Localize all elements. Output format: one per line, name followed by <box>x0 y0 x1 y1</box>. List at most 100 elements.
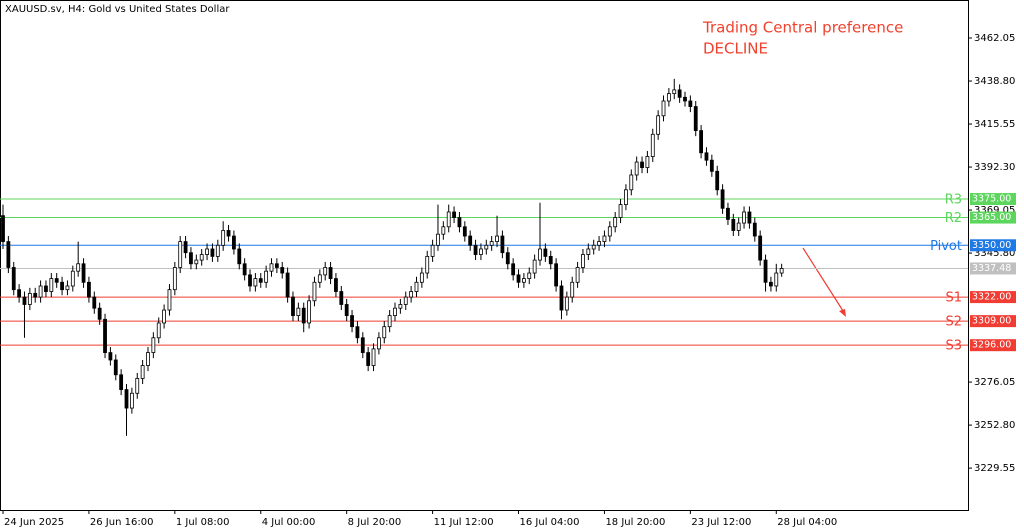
candle-body <box>752 222 757 237</box>
level-tag <box>970 211 1016 224</box>
candle-body <box>301 307 306 324</box>
candle-body <box>441 226 446 235</box>
candle-body <box>296 307 301 316</box>
candle-body <box>624 189 628 205</box>
candle-body <box>242 263 247 276</box>
candle-body <box>350 315 354 328</box>
y-tick-label: 3276.05 <box>974 377 1015 388</box>
candle-body <box>210 248 215 257</box>
candle-body <box>516 274 521 283</box>
candle-body <box>419 272 424 283</box>
candle-body <box>135 378 140 394</box>
candle-body <box>618 204 623 218</box>
x-tick-label: 11 Jul 12:00 <box>434 517 494 528</box>
candle-body <box>226 230 231 237</box>
candle-body <box>248 274 252 287</box>
candle-body <box>597 241 601 246</box>
arrow <box>802 247 846 315</box>
candle-body <box>33 292 38 298</box>
x-tick-label: 16 Jul 04:00 <box>520 517 580 528</box>
candle-body <box>274 263 279 268</box>
candle-body <box>269 263 274 272</box>
candle-body <box>688 100 693 107</box>
y-tick-label: 3462.05 <box>974 33 1015 44</box>
candle-body <box>334 278 338 292</box>
candle-body <box>328 267 333 279</box>
y-tick-label: 3229.55 <box>974 463 1015 474</box>
candle-body <box>291 296 295 316</box>
candle-body <box>489 241 494 246</box>
level-name: R2 <box>945 211 962 226</box>
level-name: R3 <box>945 193 962 208</box>
x-tick-label: 26 Jun 16:00 <box>90 517 154 528</box>
level-name: S2 <box>945 315 962 330</box>
candle-body <box>709 159 714 172</box>
candle-body <box>693 106 698 131</box>
candle-body <box>666 93 671 102</box>
candle-body <box>521 278 526 283</box>
plot-frame <box>0 0 969 511</box>
level-tag <box>970 193 1016 206</box>
candle-body <box>183 241 188 254</box>
candle-body <box>387 315 392 328</box>
candle-body <box>280 267 285 274</box>
level-name: S1 <box>945 291 962 306</box>
y-tick-label: 3438.80 <box>974 76 1015 87</box>
candle-body <box>205 248 209 255</box>
x-tick-label: 8 Jul 20:00 <box>348 517 402 528</box>
candle-body <box>156 322 161 339</box>
candle-body <box>317 274 322 283</box>
last-price-tag <box>970 262 1016 275</box>
candle-body <box>661 100 666 117</box>
candle-body <box>178 241 183 268</box>
level-tag-label: 3296.00 <box>972 340 1011 351</box>
candle-body <box>162 309 167 324</box>
candle-body <box>699 130 703 154</box>
candle-body <box>103 318 107 353</box>
candle-body <box>564 296 569 311</box>
candle-body <box>22 296 27 305</box>
candle-body <box>495 235 499 242</box>
candle-body <box>742 211 746 224</box>
candle-body <box>38 285 43 298</box>
candle-body <box>629 174 634 191</box>
chart-title: XAUUSD.sv, H4: Gold vs United States Dol… <box>5 4 230 15</box>
candle-body <box>538 248 542 261</box>
candle-body <box>366 352 371 366</box>
x-tick-label: 4 Jul 00:00 <box>262 517 316 528</box>
candle-body <box>758 235 763 261</box>
candle-body <box>779 268 784 274</box>
candle-body <box>511 263 516 276</box>
level-name: Pivot <box>930 239 962 254</box>
candle-body <box>65 285 70 291</box>
x-tick-label: 28 Jul 04:00 <box>777 517 837 528</box>
candle-body <box>414 281 419 292</box>
level-tag-label: 3350.00 <box>972 240 1011 251</box>
candle-body <box>60 281 64 291</box>
candle-body <box>339 291 344 305</box>
candle-body <box>194 259 199 265</box>
candle-body <box>70 270 75 287</box>
candle-body <box>634 161 639 176</box>
candle-body <box>119 374 124 390</box>
last-price-tag-label: 3337.48 <box>972 263 1011 274</box>
candle-body <box>398 304 403 309</box>
arrow-head <box>839 309 846 317</box>
candle-body <box>500 235 505 254</box>
candle-body <box>264 270 269 283</box>
annotation: DECLINE <box>703 40 768 58</box>
candle-body <box>581 254 585 268</box>
candle-body <box>108 352 113 361</box>
candle-body <box>355 326 360 339</box>
candle-body <box>747 211 752 224</box>
candle-body <box>323 267 328 276</box>
candle-body <box>344 304 349 316</box>
candle-body <box>199 254 204 261</box>
x-tick-label: 18 Jul 20:00 <box>605 517 665 528</box>
candle-body <box>543 248 548 257</box>
candle-body <box>484 244 489 250</box>
candle-body <box>468 235 473 246</box>
level-name: S3 <box>945 339 962 354</box>
level-tag <box>970 315 1016 328</box>
